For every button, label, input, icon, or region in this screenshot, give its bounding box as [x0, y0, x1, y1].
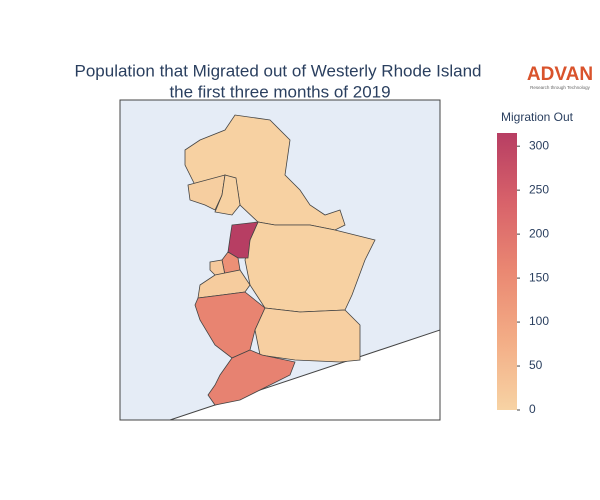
- colorbar-tick-label: 100: [529, 314, 549, 328]
- colorbar-tick-label: 250: [529, 182, 549, 196]
- colorbar-fill: [497, 133, 517, 410]
- map-frame: [119, 99, 441, 421]
- regions: [184, 114, 376, 406]
- colorbar-tick-label: 200: [529, 226, 549, 240]
- colorbar-tick-label: 150: [529, 270, 549, 284]
- colorbar-tick-label: 300: [529, 138, 549, 152]
- colorbar-title: Migration Out: [501, 110, 574, 124]
- title: Population that Migrated out of Westerly…: [75, 61, 482, 80]
- region: [254, 307, 361, 363]
- colorbar-tick-label: 50: [529, 358, 543, 372]
- region: [209, 259, 226, 276]
- region: [214, 174, 241, 216]
- subtitle: the first three months of 2019: [169, 82, 390, 101]
- logo-tagline: Research through Technology: [530, 85, 590, 90]
- map: [120, 100, 440, 420]
- region: [207, 349, 296, 406]
- region: [227, 221, 259, 259]
- colorbar: 0 50 100 150 200 250 300: [497, 133, 549, 416]
- region: [244, 221, 376, 313]
- colorbar-tick-label: 0: [529, 402, 536, 416]
- logo: ADVAN: [527, 64, 593, 85]
